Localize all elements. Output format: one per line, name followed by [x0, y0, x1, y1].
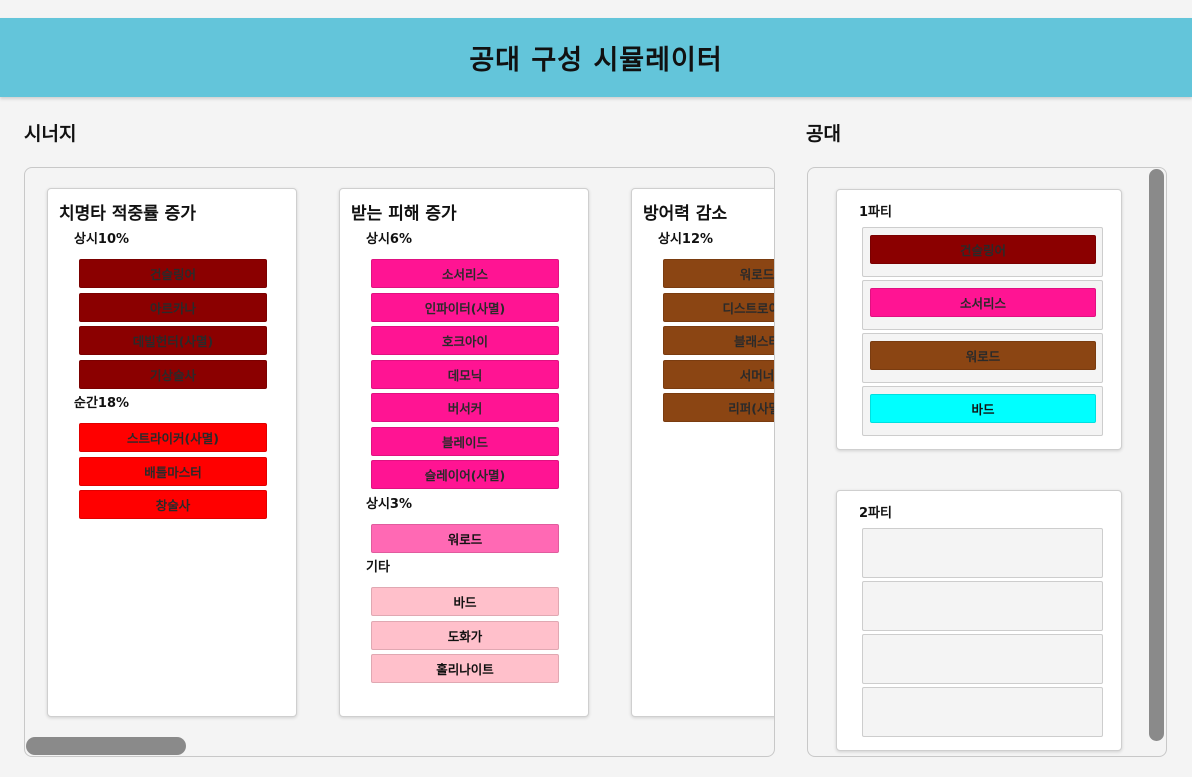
class-chip[interactable]: 스트라이커(사멸) — [79, 423, 267, 452]
class-chip[interactable]: 워로드 — [371, 523, 559, 553]
class-chip[interactable]: 아르카나 — [79, 292, 267, 322]
class-chip[interactable]: 데모닉 — [371, 359, 559, 389]
synergy-group-label: 상시3% — [366, 496, 412, 512]
class-chip[interactable]: 워로드 — [663, 259, 774, 288]
synergy-group-label: 순간18% — [74, 396, 130, 411]
party-slot[interactable] — [862, 528, 1103, 578]
class-chip[interactable]: 배틀마스터 — [79, 456, 267, 486]
synergy-group-label: 상시6% — [366, 232, 412, 247]
party-member-chip[interactable]: 소서리스 — [870, 288, 1096, 317]
party-slot[interactable] — [862, 687, 1103, 737]
class-chip[interactable]: 바드 — [371, 587, 559, 616]
class-chip[interactable]: 디스트로이어 — [663, 292, 774, 322]
party-card: 2파티 — [836, 490, 1122, 751]
party-slot[interactable]: 건슬링어 — [862, 227, 1103, 277]
party-member-chip[interactable]: 건슬링어 — [870, 235, 1096, 264]
party-slot[interactable]: 소서리스 — [862, 280, 1103, 330]
app-header: 공대 구성 시뮬레이터 — [0, 18, 1192, 97]
class-chip[interactable]: 데빌헌터(사멸) — [79, 326, 267, 355]
synergy-card-title: 방어력 감소 — [643, 204, 728, 224]
class-chip[interactable]: 리퍼(사멸) — [663, 393, 774, 422]
party-slot[interactable]: 워로드 — [862, 333, 1103, 383]
class-chip[interactable]: 소서리스 — [371, 259, 559, 288]
party-title: 1파티 — [859, 205, 892, 220]
class-chip[interactable]: 블레이드 — [371, 426, 559, 456]
class-chip[interactable]: 창술사 — [79, 490, 267, 519]
synergy-group-label: 상시10% — [74, 232, 130, 247]
class-chip[interactable]: 버서커 — [371, 393, 559, 422]
party-member-chip[interactable]: 바드 — [870, 394, 1096, 423]
synergy-group-label: 상시12% — [658, 232, 714, 247]
class-chip[interactable]: 건슬링어 — [79, 259, 267, 288]
class-chip[interactable]: 서머너 — [663, 359, 774, 389]
class-chip[interactable]: 인파이터(사멸) — [371, 292, 559, 322]
horizontal-scrollbar[interactable] — [26, 737, 186, 755]
party-slot[interactable]: 바드 — [862, 386, 1103, 436]
class-chip[interactable]: 블래스터 — [663, 326, 774, 355]
synergy-group: 상시12% 워로드디스트로이어블래스터서머너리퍼(사멸) — [658, 229, 774, 427]
party-title: 2파티 — [859, 506, 892, 521]
synergy-card-title: 받는 피해 증가 — [351, 204, 457, 224]
class-chip[interactable]: 슬레이어(사멸) — [371, 460, 559, 489]
party-slot[interactable] — [862, 581, 1103, 631]
page-title: 공대 구성 시뮬레이터 — [469, 45, 723, 76]
party-slot[interactable] — [862, 634, 1103, 684]
synergy-section-title: 시너지 — [24, 123, 77, 145]
class-chip[interactable]: 도화가 — [371, 620, 559, 650]
party-member-chip[interactable]: 워로드 — [870, 341, 1096, 370]
synergy-card-title: 치명타 적중률 증가 — [59, 204, 196, 224]
synergy-group: 상시3% 워로드 — [366, 494, 559, 558]
class-chip[interactable]: 호크아이 — [371, 326, 559, 355]
class-chip[interactable]: 기상술사 — [79, 359, 267, 389]
class-chip[interactable]: 홀리나이트 — [371, 654, 559, 683]
synergy-group-label: 기타 — [366, 560, 390, 575]
vertical-scrollbar[interactable] — [1149, 169, 1164, 741]
party-section-title: 공대 — [806, 123, 841, 145]
